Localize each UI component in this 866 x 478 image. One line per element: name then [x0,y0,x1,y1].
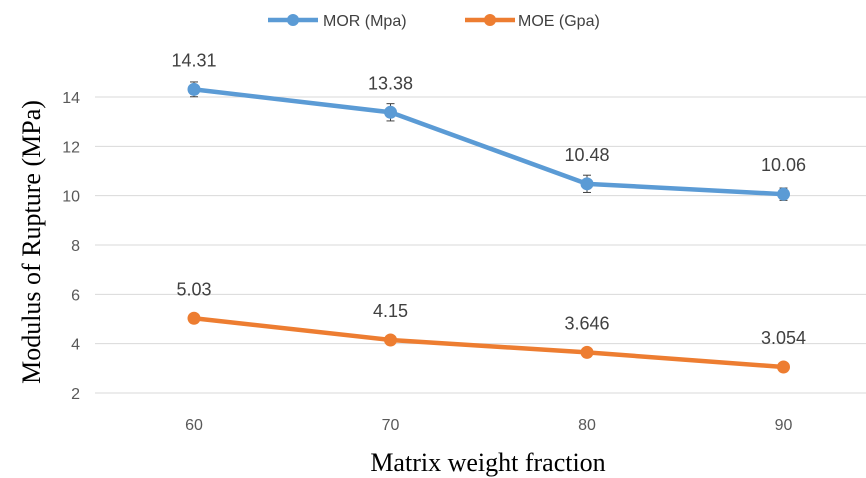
legend: MOR (Mpa) MOE (Gpa) [268,13,600,30]
data-labels: 14.31 13.38 10.48 10.06 5.03 4.15 3.646 3.054 [171,50,806,348]
y-tick-label: 10 [62,189,80,206]
y-tick-label: 2 [71,386,80,403]
x-tick-label: 60 [185,417,203,434]
y-axis-title: Modulus of Rupture (MPa) [17,100,46,384]
x-tick-label: 80 [578,417,596,434]
x-axis-title: Matrix weight fraction [370,448,605,477]
series-2 [187,311,790,374]
legend-marker [484,14,496,26]
data-point [580,177,594,191]
data-label: 13.38 [368,73,413,93]
y-tick-label: 4 [71,337,80,354]
y-tick-label: 6 [71,287,80,304]
legend-item: MOE (Gpa) [465,13,600,30]
data-label: 3.646 [564,313,609,333]
data-point [777,187,790,201]
x-tick-label: 90 [775,417,793,434]
data-label: 3.054 [761,328,806,348]
data-label: 10.48 [564,145,609,165]
series-line [191,316,786,370]
data-point [777,360,790,374]
legend-item: MOR (Mpa) [268,13,407,30]
legend-label: MOE (Gpa) [518,13,600,30]
data-point [580,345,594,359]
series-lines [187,81,790,374]
data-label: 10.06 [761,155,806,175]
data-label: 4.15 [373,301,408,321]
data-point [384,105,397,119]
y-tick-label: 14 [62,90,80,107]
x-axis-tick-labels: 60 70 80 90 [185,417,792,434]
gridlines [95,96,866,394]
legend-marker [287,14,299,26]
y-axis-tick-labels: 2 4 6 8 10 12 14 [62,90,80,403]
data-point [187,82,201,96]
series-1 [187,81,790,201]
data-point [187,311,201,325]
y-tick-label: 12 [62,139,80,156]
y-tick-label: 8 [71,238,80,255]
x-tick-label: 70 [382,417,400,434]
data-point [384,333,397,347]
legend-label: MOR (Mpa) [323,13,407,30]
data-label: 14.31 [171,50,216,70]
series-line [191,87,786,197]
data-label: 5.03 [176,279,211,299]
